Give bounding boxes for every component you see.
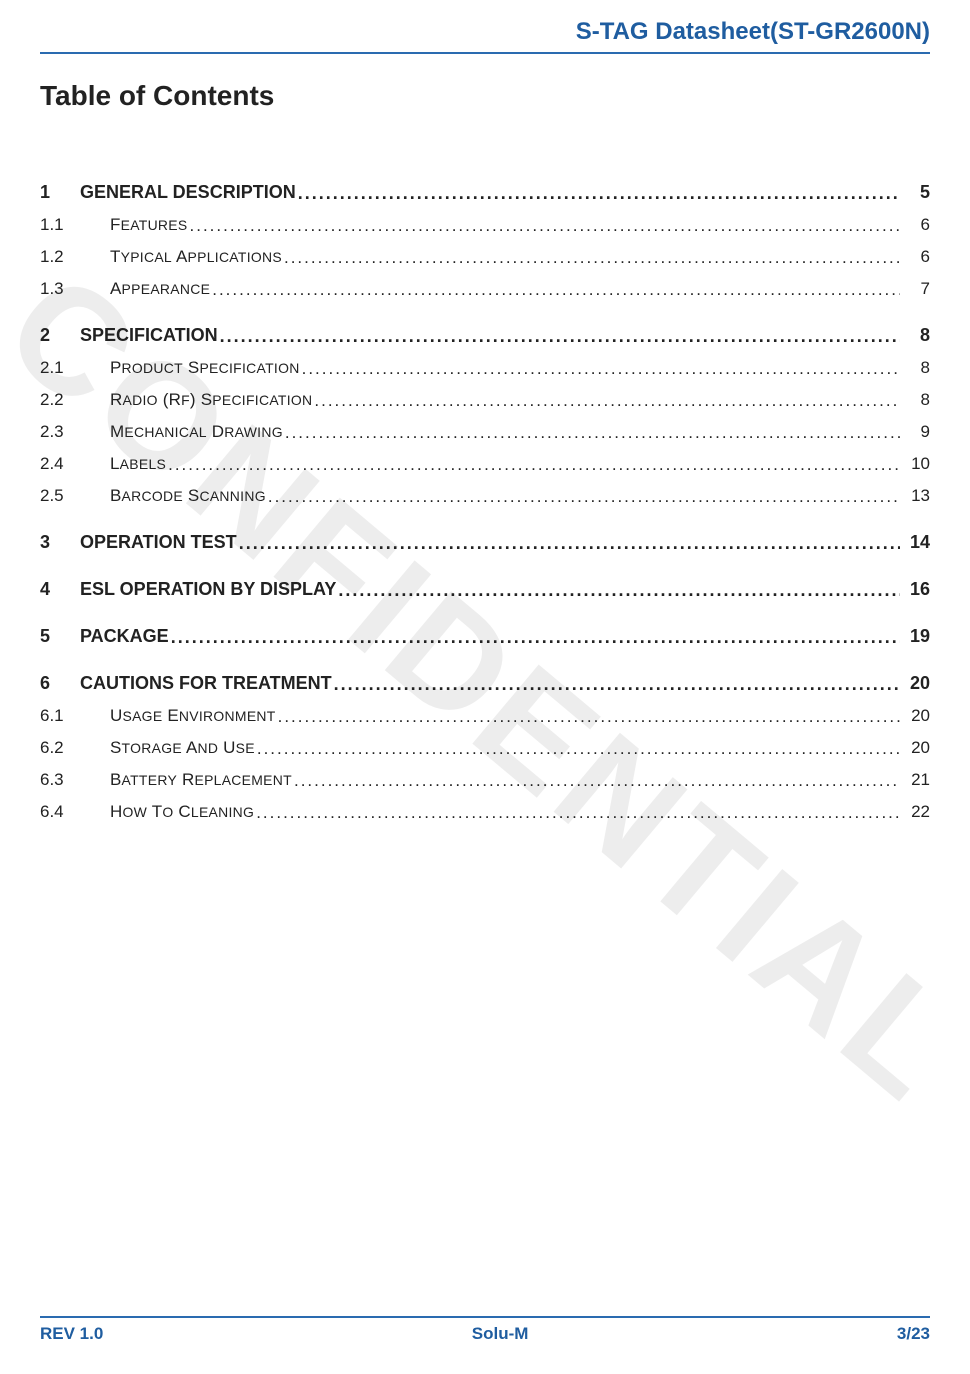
toc-entry-number: 3: [40, 532, 80, 553]
toc-leader-dots: [298, 183, 900, 204]
table-of-contents: 1GENERAL DESCRIPTION51.1Features61.2Typi…: [40, 182, 930, 822]
toc-entry: 6.3Battery Replacement 21: [40, 770, 930, 790]
toc-entry-label: Mechanical Drawing: [110, 422, 283, 442]
toc-entry-page: 9: [902, 422, 930, 442]
toc-entry-page: 6: [902, 215, 930, 235]
toc-leader-dots: [256, 803, 900, 823]
toc-entry: 6.4How to cleaning 22: [40, 802, 930, 822]
toc-entry-label: Barcode Scanning: [110, 486, 266, 506]
toc-entry: 6.2Storage and Use 20: [40, 738, 930, 758]
toc-leader-dots: [294, 771, 900, 791]
toc-entry: 2SPECIFICATION 8: [40, 325, 930, 346]
toc-entry: 6.1Usage Environment 20: [40, 706, 930, 726]
toc-leader-dots: [314, 391, 900, 411]
toc-leader-dots: [168, 455, 900, 475]
toc-entry-page: 22: [902, 802, 930, 822]
toc-entry-page: 20: [902, 673, 930, 694]
toc-entry-label: Usage Environment: [110, 706, 276, 726]
toc-entry-number: 1.2: [40, 247, 110, 267]
toc-entry-number: 5: [40, 626, 80, 647]
toc-entry-number: 2.1: [40, 358, 110, 378]
toc-entry-label: Storage and Use: [110, 738, 255, 758]
toc-entry: 1.1Features 6: [40, 215, 930, 235]
toc-entry-number: 6.1: [40, 706, 110, 726]
toc-entry-page: 5: [902, 182, 930, 203]
toc-entry-page: 8: [902, 358, 930, 378]
footer-company: Solu-M: [472, 1324, 529, 1344]
toc-entry: 1GENERAL DESCRIPTION 5: [40, 182, 930, 203]
toc-heading: Table of Contents: [40, 80, 930, 112]
toc-entry: 4ESL OPERATION BY DISPLAY 16: [40, 579, 930, 600]
toc-entry-number: 1: [40, 182, 80, 203]
toc-entry-page: 14: [902, 532, 930, 553]
toc-entry-label: OPERATION TEST: [80, 532, 237, 553]
toc-entry: 2.4Labels 10: [40, 454, 930, 474]
toc-entry: 5PACKAGE 19: [40, 626, 930, 647]
toc-entry-label: Radio (RF) Specification: [110, 390, 312, 410]
toc-entry-label: SPECIFICATION: [80, 325, 218, 346]
toc-entry-number: 2.5: [40, 486, 110, 506]
toc-entry-number: 1.3: [40, 279, 110, 299]
toc-entry-label: Battery Replacement: [110, 770, 292, 790]
toc-entry-number: 6.3: [40, 770, 110, 790]
toc-leader-dots: [284, 248, 900, 268]
toc-entry-number: 6: [40, 673, 80, 694]
toc-entry: 2.5Barcode Scanning 13: [40, 486, 930, 506]
toc-entry-page: 20: [902, 706, 930, 726]
page-container: S-TAG Datasheet(ST-GR2600N) Table of Con…: [0, 0, 970, 1374]
toc-leader-dots: [302, 359, 900, 379]
toc-leader-dots: [220, 326, 900, 347]
toc-entry-page: 7: [902, 279, 930, 299]
toc-leader-dots: [190, 216, 901, 236]
toc-entry-label: Features: [110, 215, 188, 235]
toc-entry: 2.3Mechanical Drawing 9: [40, 422, 930, 442]
toc-entry-label: Labels: [110, 454, 166, 474]
toc-entry-page: 13: [902, 486, 930, 506]
toc-entry: 3OPERATION TEST 14: [40, 532, 930, 553]
toc-entry-label: GENERAL DESCRIPTION: [80, 182, 296, 203]
toc-leader-dots: [268, 487, 900, 507]
toc-entry-number: 1.1: [40, 215, 110, 235]
toc-entry-page: 20: [902, 738, 930, 758]
toc-leader-dots: [278, 707, 900, 727]
toc-entry-number: 2.4: [40, 454, 110, 474]
toc-entry-number: 2.2: [40, 390, 110, 410]
toc-entry-page: 8: [902, 325, 930, 346]
toc-leader-dots: [239, 533, 900, 554]
toc-entry-number: 2.3: [40, 422, 110, 442]
toc-entry-label: CAUTIONS FOR TREATMENT: [80, 673, 332, 694]
toc-entry: 2.1Product Specification 8: [40, 358, 930, 378]
toc-leader-dots: [171, 627, 900, 648]
toc-leader-dots: [334, 674, 900, 695]
toc-entry-number: 6.2: [40, 738, 110, 758]
toc-entry-number: 4: [40, 579, 80, 600]
toc-entry-label: Product Specification: [110, 358, 300, 378]
toc-entry: 2.2Radio (RF) Specification 8: [40, 390, 930, 410]
toc-entry-label: Typical Applications: [110, 247, 282, 267]
toc-entry-label: ESL OPERATION BY DISPLAY: [80, 579, 336, 600]
toc-entry-page: 16: [902, 579, 930, 600]
toc-leader-dots: [285, 423, 900, 443]
toc-entry-number: 2: [40, 325, 80, 346]
document-title: S-TAG Datasheet(ST-GR2600N): [576, 18, 930, 45]
toc-entry-page: 6: [902, 247, 930, 267]
toc-entry-label: How to cleaning: [110, 802, 254, 822]
toc-entry-number: 6.4: [40, 802, 110, 822]
toc-entry-page: 8: [902, 390, 930, 410]
toc-entry: 1.2Typical Applications 6: [40, 247, 930, 267]
toc-leader-dots: [212, 280, 900, 300]
footer-revision: REV 1.0: [40, 1324, 103, 1344]
document-header: S-TAG Datasheet(ST-GR2600N): [40, 0, 930, 54]
toc-entry-label: PACKAGE: [80, 626, 169, 647]
toc-entry-label: Appearance: [110, 279, 210, 299]
footer-page-num: 3/23: [897, 1324, 930, 1344]
toc-entry-page: 10: [902, 454, 930, 474]
toc-entry-page: 21: [902, 770, 930, 790]
toc-leader-dots: [257, 739, 900, 759]
toc-entry: 1.3Appearance 7: [40, 279, 930, 299]
toc-leader-dots: [338, 580, 900, 601]
document-footer: REV 1.0 Solu-M 3/23: [40, 1316, 930, 1344]
toc-entry-page: 19: [902, 626, 930, 647]
toc-entry: 6CAUTIONS FOR TREATMENT 20: [40, 673, 930, 694]
